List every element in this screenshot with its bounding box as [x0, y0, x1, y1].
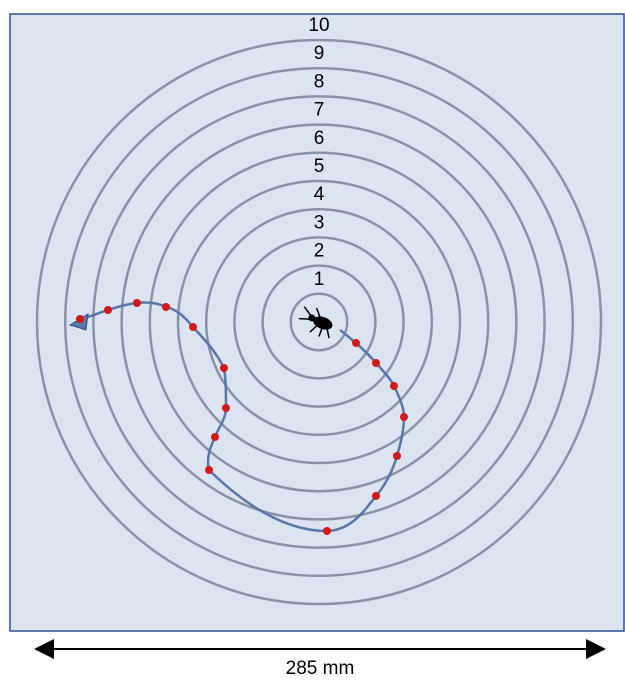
ring: [233, 236, 405, 408]
ring-label: 4: [314, 184, 325, 205]
ring: [92, 95, 546, 549]
ring-label: 6: [314, 128, 325, 149]
ring-label: 5: [314, 156, 325, 177]
ring-label: 2: [314, 241, 325, 262]
track-points: [76, 299, 408, 535]
track-point: [104, 306, 112, 314]
track-point: [220, 364, 228, 372]
track-point: [393, 452, 401, 460]
ring-label: 1: [314, 269, 325, 290]
track-point: [400, 413, 408, 421]
scale-label: 285 mm: [286, 658, 355, 679]
track-point: [352, 339, 360, 347]
ring-label: 3: [314, 212, 325, 233]
track-point: [189, 323, 197, 331]
ring-label: 10: [308, 15, 329, 36]
ring: [176, 179, 462, 465]
ring: [63, 66, 575, 578]
ring: [148, 151, 490, 493]
track-point: [133, 299, 141, 307]
track-point: [323, 527, 331, 535]
ring-label: 9: [314, 43, 325, 64]
track-point: [372, 359, 380, 367]
insect-icon: [298, 306, 333, 339]
ring-label: 7: [314, 100, 325, 121]
track-point: [76, 315, 84, 323]
ring: [204, 207, 434, 437]
track-point: [222, 404, 230, 412]
ring: [35, 38, 603, 606]
track-point: [162, 303, 170, 311]
ring: [261, 264, 377, 380]
ring-label: 8: [314, 71, 325, 92]
track-point: [205, 466, 213, 474]
track-point: [372, 492, 380, 500]
track-point: [211, 433, 219, 441]
track-point: [390, 382, 398, 390]
ring: [120, 123, 518, 521]
rings: 1 2 3 4 5 6 7 8 9 10: [35, 15, 603, 606]
ring: [289, 292, 349, 352]
track: [79, 301, 406, 533]
